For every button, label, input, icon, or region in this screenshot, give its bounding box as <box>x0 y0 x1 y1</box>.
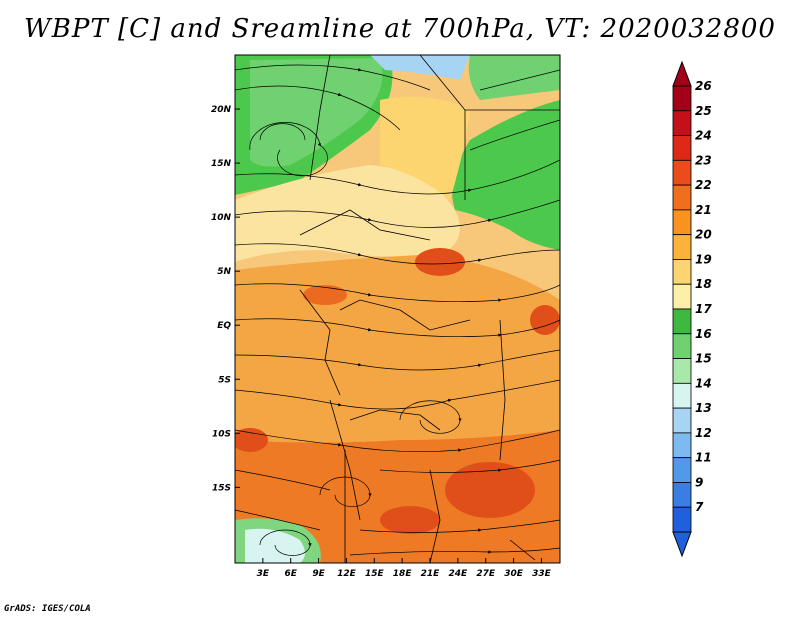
map-frame <box>234 54 561 564</box>
colorbar-swatch <box>672 333 692 359</box>
credit-text: GrADS: IGES/COLA <box>4 604 91 614</box>
lat-tick-label: 20N <box>211 105 232 115</box>
colorbar-swatch <box>672 358 692 384</box>
lat-tick-label: EQ <box>217 321 231 331</box>
lat-tick-label: 5S <box>218 375 231 385</box>
colorbar-swatch <box>672 382 692 409</box>
lon-tick-label: 30E <box>504 569 524 579</box>
colorbar-swatch <box>672 457 692 483</box>
colorbar-swatch <box>672 135 692 161</box>
hotspot-3 <box>445 462 535 518</box>
lon-tick-label: 6E <box>285 569 298 579</box>
wbpt-field <box>235 55 560 563</box>
colorbar: 26 25 24 23 22 21 20 19 18 17 16 15 14 13 12 11 9 7 <box>672 60 712 558</box>
hotspot-1 <box>415 248 465 276</box>
colorbar-label: 26 <box>695 79 712 93</box>
lon-tick-label: 27E <box>476 569 496 579</box>
colorbar-swatch <box>672 308 692 335</box>
lat-tick-label: 10S <box>212 429 231 439</box>
colorbar-swatch <box>672 85 692 112</box>
hotspot-5 <box>530 305 560 335</box>
lat-tick-label: 15S <box>212 483 231 493</box>
colorbar-label: 15 <box>695 352 712 366</box>
colorbar-swatch <box>672 110 692 136</box>
streamlines <box>235 64 560 556</box>
lat-tick-label: 15N <box>211 159 232 169</box>
lon-tick-label: 9E <box>312 569 325 579</box>
region-north-west-light <box>250 58 383 167</box>
hotspot-6 <box>235 428 268 452</box>
region-north-east-top <box>468 55 560 100</box>
colorbar-swatch <box>672 506 692 533</box>
lat-tick-label: 5N <box>217 267 231 277</box>
colorbar-swatch <box>672 407 692 434</box>
colorbar-swatch <box>672 234 692 260</box>
colorbar-bottom-arrow <box>672 531 692 558</box>
region-sahel-2 <box>380 96 470 200</box>
colorbar-swatch <box>672 259 692 285</box>
colorbar-label: 9 <box>695 475 703 489</box>
colorbar-swatch <box>672 432 692 459</box>
colorbar-label: 7 <box>695 500 704 514</box>
colorbar-label: 17 <box>695 302 712 316</box>
colorbar-label: 24 <box>695 129 712 143</box>
lon-tick-label: 24E <box>449 569 469 579</box>
region-north-east <box>452 100 560 250</box>
lon-tick-label: 12E <box>337 569 357 579</box>
colorbar-swatch <box>672 209 692 236</box>
colorbar-label: 22 <box>695 178 712 192</box>
lon-tick-label: 15E <box>365 569 385 579</box>
colorbar-label: 13 <box>695 401 712 415</box>
colorbar-swatch <box>672 184 692 211</box>
colorbar-label: 19 <box>695 252 712 266</box>
lon-tick-label: 33E <box>532 569 552 579</box>
colorbar-label: 11 <box>695 451 712 465</box>
lon-tick-label: 3E <box>257 569 270 579</box>
colorbar-top-arrow <box>672 60 692 87</box>
colorbar-swatch <box>672 159 692 186</box>
lon-tick-label: 21E <box>421 569 441 579</box>
lon-tick-label: 18E <box>393 569 413 579</box>
colorbar-label: 21 <box>695 203 712 217</box>
region-north-blue <box>370 55 470 80</box>
region-congo-basin <box>235 255 560 443</box>
colorbar-swatch <box>672 283 692 310</box>
country-borders <box>299 55 560 563</box>
lat-axis: 20N 15N 10N 5N EQ 5S 10S 15S <box>211 105 240 493</box>
colorbar-label: 12 <box>695 426 712 440</box>
colorbar-label: 16 <box>695 327 712 341</box>
lat-tick-label: 10N <box>211 213 232 223</box>
hotspot-2 <box>303 285 347 305</box>
colorbar-label: 25 <box>695 104 712 118</box>
hotspot-4 <box>380 506 440 534</box>
colorbar-label: 14 <box>695 376 712 390</box>
colorbar-label: 23 <box>695 153 712 167</box>
colorbar-swatch <box>672 482 692 508</box>
colorbar-label: 18 <box>695 277 712 291</box>
lon-axis: 3E 6E 9E 12E 15E 18E 21E 24E 27E 30E 33E <box>257 558 552 579</box>
colorbar-label: 20 <box>695 228 712 242</box>
chart-title: WBPT [C] and Sreamline at 700hPa, VT: 20… <box>24 14 776 44</box>
